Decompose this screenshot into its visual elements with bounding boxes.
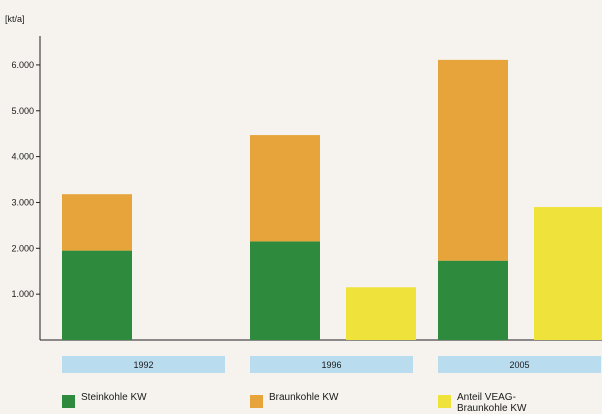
bar-veag-1996 (346, 287, 416, 340)
legend-swatch-veag (438, 395, 451, 408)
y-axis-label: [kt/a] (5, 14, 25, 24)
legend-item-braunkohle: Braunkohle KW (250, 392, 338, 408)
legend-item-veag: Anteil VEAG- Braunkohle KW (438, 392, 526, 414)
legend-label-steinkohle: Steinkohle KW (81, 392, 147, 403)
bar-steinkohle-2005 (438, 260, 508, 340)
y-tick-label: 1.000 (11, 289, 34, 299)
category-label-1996: 1996 (321, 360, 341, 370)
category-band (62, 356, 225, 373)
legend-item-steinkohle: Steinkohle KW (62, 392, 147, 408)
legend: Steinkohle KW Braunkohle KW Anteil VEAG-… (0, 392, 602, 414)
bar-veag-2005 (534, 207, 602, 340)
legend-swatch-braunkohle (250, 395, 263, 408)
legend-label-braunkohle: Braunkohle KW (269, 392, 339, 403)
category-band (438, 356, 601, 373)
bar-braunkohle-1992 (62, 194, 132, 251)
legend-label-veag: Anteil VEAG- Braunkohle KW (457, 392, 527, 414)
category-label-1992: 1992 (133, 360, 153, 370)
y-tick-label: 5.000 (11, 106, 34, 116)
y-tick-label: 2.000 (11, 243, 34, 253)
legend-swatch-steinkohle (62, 395, 75, 408)
bar-braunkohle-1996 (250, 135, 320, 242)
category-band (250, 356, 413, 373)
bar-steinkohle-1996 (250, 241, 320, 340)
bar-braunkohle-2005 (438, 59, 508, 261)
y-tick-label: 6.000 (11, 60, 34, 70)
y-tick-label: 4.000 (11, 152, 34, 162)
bar-steinkohle-1992 (62, 250, 132, 340)
category-label-2005: 2005 (509, 360, 529, 370)
y-tick-label: 3.000 (11, 197, 34, 207)
